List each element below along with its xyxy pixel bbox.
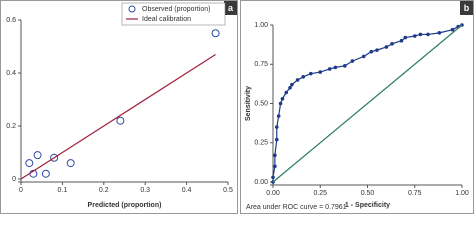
x-tick-label: 0.1 [58, 187, 68, 194]
panel-label: b [464, 3, 470, 13]
roc-point [278, 101, 283, 106]
roc-point [333, 65, 338, 70]
roc-point [418, 32, 423, 37]
roc-point [403, 35, 408, 40]
roc-point [399, 38, 404, 43]
legend-box [121, 2, 226, 26]
y-tick-label: 0.00 [254, 179, 268, 186]
y-tick-label: 0.6 [6, 17, 16, 24]
roc-point [288, 86, 292, 90]
roc-point [273, 153, 277, 158]
panel-label-box [460, 1, 473, 15]
annotation: Area under ROC curve = 0.7961 [246, 204, 347, 211]
y-tick-label: 0.4 [6, 70, 16, 77]
x-tick-label: 0 [19, 187, 23, 194]
panel-label-box [224, 1, 237, 15]
y-tick-label: 1.00 [254, 22, 268, 29]
y-tick-label: 0.25 [254, 140, 268, 147]
roc-point [390, 42, 394, 46]
roc-point [437, 31, 442, 35]
legend-label: Ideal calibration [142, 16, 191, 23]
roc-point [327, 67, 332, 71]
legend-marker [128, 5, 136, 13]
roc-point [309, 71, 313, 76]
roc-point [301, 75, 306, 79]
x-tick-label: 0.4 [182, 187, 192, 194]
figure: 0 0.2 0.4 0.6 0 0.1 0.2 0.3 0.4 0.5 Predicted (pro… [0, 0, 474, 214]
x-tick-label: 0.2 [99, 187, 109, 194]
observed-point [25, 159, 34, 168]
roc-point [350, 59, 355, 63]
roc-point [276, 114, 281, 118]
observed-point [211, 29, 220, 38]
roc-point [284, 90, 289, 95]
roc-point [361, 54, 366, 59]
y-tick-label: 0.2 [6, 123, 16, 130]
x-tick-label: 0.00 [266, 190, 280, 197]
x-tick-label: 0.75 [408, 190, 422, 197]
x-tick-label: 0.50 [361, 190, 375, 197]
roc-point [426, 32, 430, 37]
roc-point [375, 48, 379, 52]
roc-point [295, 78, 300, 82]
x-tick-label: 1.00 [455, 190, 469, 197]
x-tick-label: 0.25 [313, 190, 327, 197]
roc-point [274, 125, 279, 129]
legend-label: Observed (proportion) [142, 6, 210, 13]
calibration-line [20, 53, 216, 180]
y-tick-label: 0.75 [254, 61, 268, 68]
x-axis-label: 1 - Specificity [345, 202, 390, 209]
reference-line [272, 24, 463, 183]
roc-point [369, 49, 374, 54]
roc-point [384, 45, 389, 49]
roc-point [271, 175, 275, 180]
roc-point [280, 96, 285, 101]
observed-point [66, 159, 75, 168]
observed-point [50, 153, 59, 162]
roc-point [343, 64, 347, 68]
panel-label: a [228, 3, 234, 13]
roc-point [273, 164, 277, 169]
y-tick-label: 0.50 [254, 100, 268, 107]
roc-point [274, 137, 279, 142]
x-tick-label: 0.3 [140, 187, 150, 194]
observed-point [116, 116, 125, 125]
roc-point [318, 70, 323, 74]
roc-point [412, 34, 417, 38]
roc-point [290, 82, 294, 87]
roc-curve [272, 24, 463, 182]
y-tick-label: 0 [12, 176, 16, 183]
observed-point [41, 169, 50, 178]
y-axis-label: Sensitivity [245, 86, 252, 121]
panel-a-frame [0, 0, 238, 214]
roc-point [450, 27, 455, 32]
observed-point [33, 151, 42, 160]
x-tick-label: 0.5 [223, 187, 233, 194]
x-axis-label: Predicted (proportion) [88, 202, 162, 209]
